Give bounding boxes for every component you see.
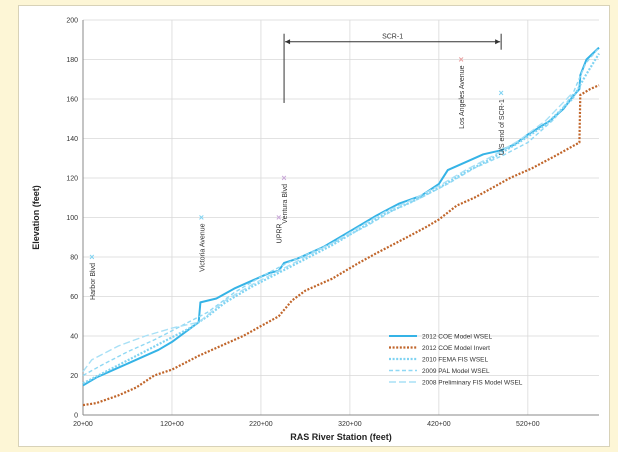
y-tick-label: 120 xyxy=(66,176,78,183)
y-axis-title: Elevation (feet) xyxy=(31,185,41,250)
range-arrow-head-right xyxy=(495,39,501,45)
x-tick-label: 320+00 xyxy=(338,421,362,428)
x-tick-label: 220+00 xyxy=(249,421,273,428)
legend-label-2: 2012 COE Model Invert xyxy=(422,345,490,352)
marker-symbol: × xyxy=(281,173,286,183)
y-tick-label: 140 xyxy=(66,136,78,143)
y-tick-label: 40 xyxy=(70,334,78,341)
legend-label-3: 2010 FEMA FIS WSEL xyxy=(422,356,488,363)
series-line-4 xyxy=(82,47,600,377)
series-lines xyxy=(82,46,600,407)
x-axis-title: RAS River Station (feet) xyxy=(290,432,392,442)
y-tick-label: 200 xyxy=(66,18,78,25)
series-line-5 xyxy=(82,92,573,373)
y-tick-label: 80 xyxy=(70,255,78,262)
grid xyxy=(82,19,599,416)
axes: 0 20 40 60 80 100 120 140 160 180 200 20+00 120+00 22… xyxy=(31,18,599,442)
x-tick-label: 20+00 xyxy=(73,421,93,428)
marker-label: Harbor Blvd xyxy=(90,263,97,300)
marker-symbol: × xyxy=(89,252,94,262)
marker-symbol: × xyxy=(458,55,463,65)
series-line-3 xyxy=(82,53,600,385)
marker-symbol: × xyxy=(499,88,504,98)
series-line-2 xyxy=(82,84,600,407)
x-tick-label: 520+00 xyxy=(516,421,540,428)
legend-label-1: 2012 COE Model WSEL xyxy=(422,333,492,340)
y-tick-label: 180 xyxy=(66,57,78,64)
elevation-profile-chart: 0 20 40 60 80 100 120 140 160 180 200 20+00 120+00 22… xyxy=(31,18,600,442)
y-tick-label: 60 xyxy=(70,294,78,301)
marker-label: U/S end of SCR-1 xyxy=(499,99,506,155)
range-arrow-head-left xyxy=(285,39,291,45)
legend: 2012 COE Model WSEL 2012 COE Model Invert… xyxy=(389,333,523,386)
y-tick-label: 0 xyxy=(74,413,78,420)
chart-panel: 0 20 40 60 80 100 120 140 160 180 200 20+00 120+00 22… xyxy=(18,5,610,447)
y-tick-label: 160 xyxy=(66,97,78,104)
x-tick-label: 420+00 xyxy=(427,421,451,428)
marker-label: Victoria Avenue xyxy=(199,223,206,271)
series-line-1 xyxy=(82,46,600,387)
y-tick-label: 100 xyxy=(66,215,78,222)
marker-label: UPRR xyxy=(277,224,284,244)
range-annotation: SCR-1 xyxy=(283,34,502,103)
location-markers: ×Harbor Blvd×Victoria Avenue×UPRR×Ventur… xyxy=(89,55,506,300)
range-label: SCR-1 xyxy=(382,34,403,41)
marker-symbol: × xyxy=(276,213,281,223)
marker-label: Los Angeles Avenue xyxy=(459,65,466,128)
legend-label-4: 2009 PAL Model WSEL xyxy=(422,368,490,375)
legend-label-5: 2008 Preliminary FIS Model WSEL xyxy=(422,379,523,386)
x-tick-label: 120+00 xyxy=(160,421,184,428)
y-tick-label: 20 xyxy=(70,373,78,380)
marker-symbol: × xyxy=(199,213,204,223)
marker-label: Ventura Blvd xyxy=(282,184,289,224)
